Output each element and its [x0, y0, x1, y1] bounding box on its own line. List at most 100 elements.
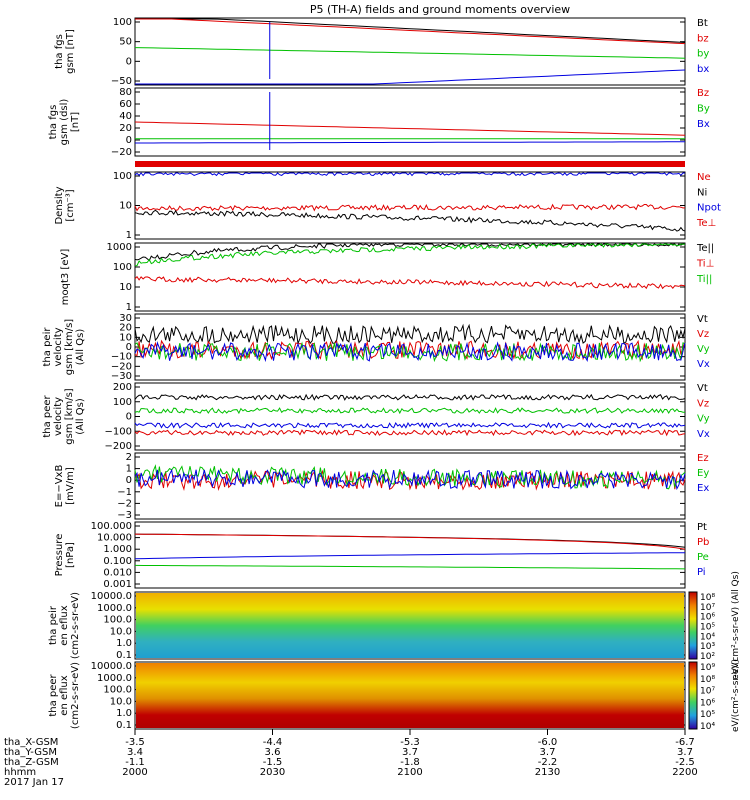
- y-axis-label: Density: [54, 186, 65, 224]
- orbit-value: -4.4: [263, 737, 283, 748]
- y-axis-label: tha peir: [48, 605, 59, 645]
- y-tick-label: −2: [117, 498, 132, 509]
- y-tick-label: −10: [111, 352, 132, 363]
- y-tick-label: −200: [105, 441, 132, 452]
- legend-pe: Pe: [697, 552, 709, 563]
- colorbar-tick: 10⁴: [700, 722, 715, 732]
- y-axis-label: tha fgs: [48, 105, 59, 140]
- legend-ne: Ne: [697, 172, 711, 183]
- orbit-value: -2.5: [675, 757, 695, 768]
- legend-vz: Vz: [697, 329, 709, 340]
- colorbar-tick: 10⁶: [700, 698, 715, 708]
- legend-ez: Ez: [697, 453, 709, 464]
- colorbar-tick: 10³: [700, 642, 715, 652]
- colorbar-tick: 10⁷: [700, 603, 715, 613]
- y-axis-label: en eflux: [59, 605, 70, 645]
- series-vx: [134, 421, 686, 429]
- series-vt: [134, 393, 686, 401]
- y-tick-label: 100: [113, 171, 132, 182]
- series-bt: [135, 18, 686, 43]
- y-tick-label: 1000.0: [97, 673, 132, 684]
- legend-bz: bz: [697, 33, 709, 44]
- y-tick-label: 0: [126, 475, 132, 486]
- orbit-label-1: tha_X-GSM: [4, 737, 58, 748]
- colorbar: [688, 661, 698, 730]
- y-axis-label: [mV/m]: [65, 467, 76, 505]
- y-tick-label: 10: [119, 332, 132, 343]
- orbit-value: -6.7: [675, 737, 695, 748]
- y-tick-label: 0: [126, 342, 132, 353]
- y-tick-label: −50: [111, 76, 132, 87]
- y-tick-label: 1: [126, 464, 132, 475]
- y-axis-label: gsm [km/s]: [64, 388, 75, 444]
- legend-ti: Ti⊥: [696, 259, 714, 270]
- legend-vy: Vy: [697, 414, 710, 425]
- y-tick-label: 100.000: [91, 521, 132, 532]
- series-vy: [134, 341, 686, 363]
- colorbar-tick: 10⁷: [700, 687, 715, 697]
- panel-frame: [134, 242, 686, 312]
- panel-3: 100 10 1 Density [cm⁻³] Ne Ni Npot Te⊥: [54, 171, 721, 241]
- y-tick-label: 1: [126, 230, 132, 241]
- colorbar-tick: 10⁶: [700, 613, 715, 623]
- quality-flag-bar: [135, 161, 685, 167]
- y-tick-label: 20: [119, 323, 132, 334]
- y-axis-label: gsm [nT]: [65, 29, 76, 74]
- orbit-label-4: hhmm: [4, 767, 36, 778]
- panel-frame: [134, 17, 686, 86]
- y-axis-label: velocity: [53, 327, 64, 366]
- y-tick-label: 1.0: [116, 708, 132, 719]
- y-tick-label: 0: [126, 56, 132, 67]
- colorbar-tick: 10⁵: [700, 623, 715, 633]
- y-axis-label: en eflux: [59, 675, 70, 715]
- legend-ex: Ex: [697, 483, 709, 494]
- series-ti: [134, 275, 686, 290]
- orbit-value: 2200: [672, 767, 697, 778]
- y-tick-label: 1000: [107, 242, 132, 253]
- legend-vy: Vy: [697, 344, 710, 355]
- colorbar-label: eV/(cm²-s-sr-eV): [731, 659, 741, 732]
- y-tick-label: −1: [117, 487, 132, 498]
- y-tick-label: 20: [119, 123, 132, 134]
- y-tick-label: −100: [105, 426, 132, 437]
- panel-1: 100 50 0 −50 tha fgs gsm [nT] Bt bz by bx: [54, 17, 709, 87]
- panel-4: 1000 100 10 1 moqt3 [eV] Te|| Ti⊥ Ti||: [60, 242, 714, 313]
- series-ni: [134, 209, 686, 232]
- y-tick-label: 100: [113, 262, 132, 273]
- orbit-value: -6.0: [538, 737, 558, 748]
- y-axis-label: Pressure: [54, 534, 65, 577]
- spectrogram: [136, 663, 684, 728]
- series-ex: [134, 468, 686, 491]
- y-tick-label: 100.0: [103, 685, 132, 696]
- series-ti: [134, 243, 686, 267]
- series-pi: [134, 552, 686, 560]
- colorbar-tick: 10⁹: [700, 663, 715, 673]
- series-ey: [134, 464, 686, 490]
- y-axis-label: tha peer: [48, 673, 59, 716]
- orbit-value: 3.7: [677, 747, 693, 758]
- legend-vt: Vt: [697, 314, 708, 325]
- y-tick-label: 10.0: [110, 696, 132, 707]
- colorbar-tick: 10⁸: [700, 593, 715, 603]
- y-axis-label: tha fgs: [54, 34, 65, 69]
- legend-bz: Bz: [697, 88, 709, 99]
- panel-6: 200 100 0 −100 −200 tha peer velocity gsm [km/s…: [42, 382, 710, 452]
- y-tick-label: 100.0: [103, 615, 132, 626]
- colorbar-label: eV/(cm²-s-sr-eV) (All Qs): [731, 571, 741, 680]
- legend-te: Te⊥: [696, 218, 716, 229]
- legend-pi: Pi: [697, 567, 706, 578]
- orbit-value: 3.6: [265, 747, 281, 758]
- y-tick-label: 0.1: [116, 720, 132, 731]
- y-tick-label: 50: [119, 37, 132, 48]
- date-label: 2017 Jan 17: [4, 777, 64, 788]
- panel-frame: [134, 452, 686, 520]
- y-tick-label: 40: [119, 111, 132, 122]
- spectrogram: [136, 593, 684, 658]
- y-axis-label: (All Qs): [75, 398, 86, 435]
- panel-frame: [134, 591, 686, 660]
- y-tick-label: −20: [111, 361, 132, 372]
- orbit-value: -1.1: [125, 757, 145, 768]
- legend-pb: Pb: [697, 537, 709, 548]
- y-axis-label: tha peer: [42, 394, 53, 437]
